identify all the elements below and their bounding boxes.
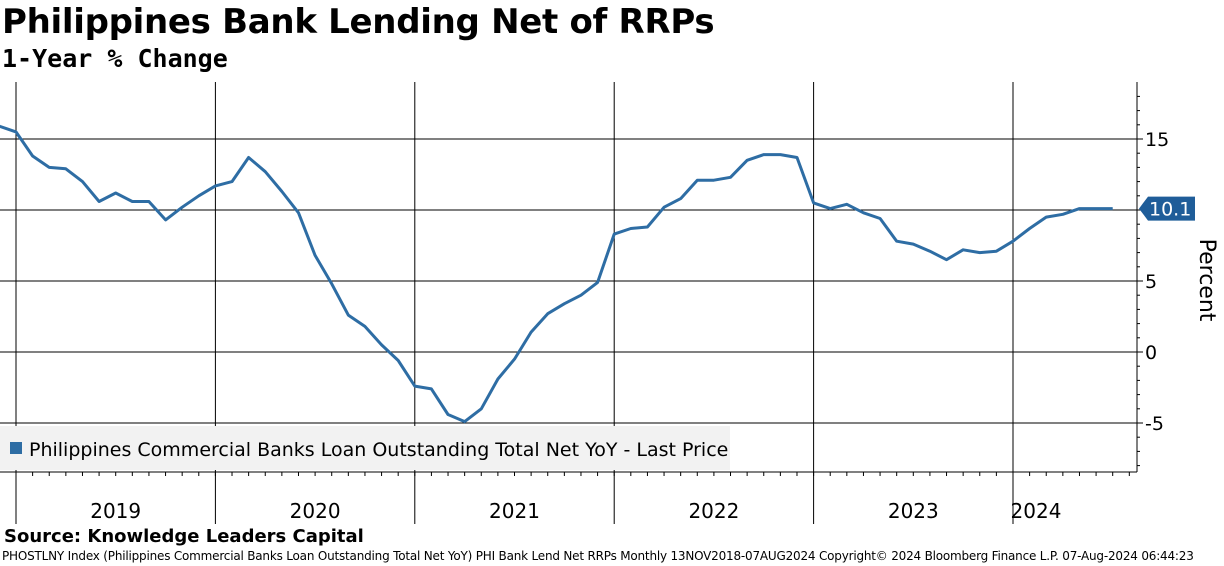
x-year-label: 2021 [489, 499, 540, 523]
y-tick-label: 5 [1145, 271, 1157, 293]
y-tick-label: 0 [1145, 342, 1157, 364]
x-year-label: 2020 [290, 499, 341, 523]
y-tick-label: -5 [1145, 413, 1164, 435]
legend-swatch [10, 442, 22, 454]
y-axis-title: Percent [1194, 239, 1219, 322]
legend: Philippines Commercial Banks Loan Outsta… [0, 426, 730, 470]
x-year-label: 2022 [688, 499, 739, 523]
legend-background [0, 426, 730, 470]
chart-subtitle: 1-Year % Change [2, 44, 228, 73]
source-note: Source: Knowledge Leaders Capital [4, 526, 364, 547]
y-axis: -505101510.1 [0, 82, 1195, 476]
y-tick-label: 15 [1145, 129, 1169, 151]
last-value-label: 10.1 [1149, 199, 1191, 221]
series-layer [0, 124, 1113, 424]
x-axis-years: 2019 2020 2021 2022 2023 2024 [90, 499, 1061, 523]
series-line [0, 124, 1113, 424]
legend-label: Philippines Commercial Banks Loan Outsta… [29, 439, 728, 461]
x-year-label: 2024 [1011, 499, 1062, 523]
x-year-label: 2019 [90, 499, 141, 523]
bloomberg-footer: PHOSTLNY Index (Philippines Commercial B… [2, 549, 1194, 563]
x-year-label: 2023 [888, 499, 939, 523]
chart-title: Philippines Bank Lending Net of RRPs [2, 2, 715, 42]
last-value-badge [1139, 196, 1195, 221]
